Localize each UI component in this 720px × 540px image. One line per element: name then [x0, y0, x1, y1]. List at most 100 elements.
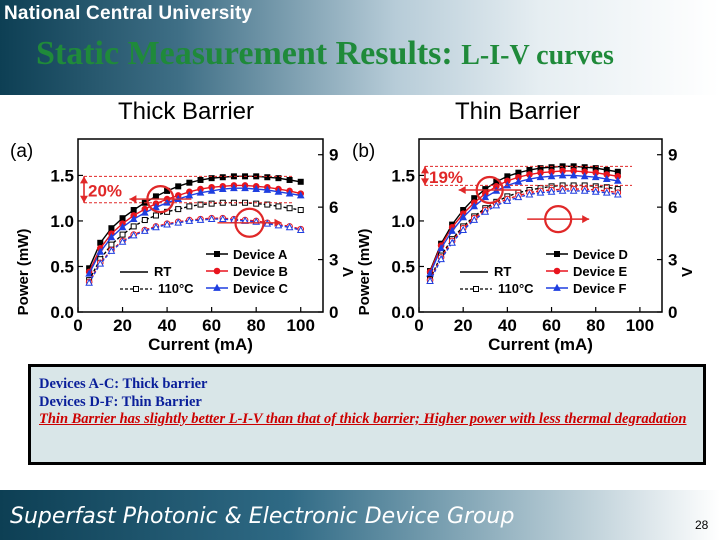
- data-point: [481, 193, 490, 201]
- header-band: [0, 0, 720, 95]
- legend: Device A Device B Device C RT 110°C: [120, 247, 289, 296]
- note-line-2: Devices D-F: Thin Barrier: [39, 393, 202, 410]
- data-point: [547, 187, 556, 195]
- legend-label: Device B: [233, 264, 288, 279]
- data-point: [241, 183, 249, 192]
- data-point: [275, 175, 282, 182]
- x-axis-title: Current (mA): [488, 335, 593, 354]
- y2-tick-label: 0: [668, 303, 677, 322]
- arrow-head-down: [80, 195, 88, 203]
- data-point: [481, 207, 490, 215]
- group-name: Superfast Photonic & Electronic Device G…: [10, 504, 515, 529]
- legend-marker: [553, 267, 561, 275]
- slide-title: Static Measurement Results: L-I-V curves: [36, 35, 614, 73]
- data-point: [129, 214, 138, 223]
- data-point: [470, 215, 479, 223]
- data-point: [186, 179, 193, 186]
- highlight-arrow-head: [458, 185, 466, 194]
- note-line-3: Thin Barrier has slightly better L-I-V t…: [39, 411, 687, 427]
- data-point: [197, 201, 204, 208]
- series-device-f-rt: [426, 171, 622, 277]
- data-point: [85, 269, 93, 277]
- thin-barrier-heading: Thin Barrier: [455, 98, 581, 125]
- arrow-head-down: [421, 178, 429, 186]
- legend-temp-marker: [473, 286, 479, 292]
- data-point: [174, 218, 183, 226]
- data-point: [263, 185, 272, 193]
- y2-axis-title: V: [340, 267, 357, 277]
- x-tick-label: 0: [73, 316, 82, 335]
- data-point: [230, 183, 238, 192]
- data-point: [219, 174, 226, 181]
- y-axis-title: Power (mW): [15, 229, 32, 316]
- y-tick-label: 1.0: [50, 212, 74, 231]
- data-point: [470, 202, 479, 210]
- legend-marker: [553, 283, 561, 291]
- data-point: [208, 175, 215, 182]
- data-point: [264, 174, 271, 181]
- data-point: [107, 246, 116, 254]
- data-point: [119, 231, 126, 238]
- data-point: [602, 188, 611, 196]
- data-point: [426, 269, 434, 277]
- data-point: [285, 189, 294, 197]
- data-point: [186, 203, 193, 210]
- x-tick-label: 80: [247, 316, 266, 335]
- data-point: [207, 186, 216, 194]
- data-point: [96, 259, 105, 267]
- x-tick-label: 0: [414, 316, 423, 335]
- data-point: [297, 207, 304, 214]
- arrow-head-up: [80, 176, 88, 184]
- university-name: National Central University: [4, 3, 253, 24]
- y-tick-label: 1.5: [391, 166, 415, 185]
- data-point: [547, 172, 556, 180]
- y-tick-label: 0.0: [391, 303, 415, 322]
- x-axis-title: Current (mA): [148, 335, 253, 354]
- data-point: [108, 225, 115, 232]
- data-point: [130, 207, 137, 214]
- data-point: [108, 241, 115, 248]
- highlight-arrow-head: [274, 218, 282, 227]
- data-point: [613, 190, 622, 198]
- data-point: [152, 203, 160, 211]
- degradation-annotation: 20%: [80, 175, 293, 238]
- y-tick-label: 0.5: [391, 257, 415, 276]
- title-main: Static Measurement Results:: [36, 35, 462, 72]
- data-point: [437, 244, 445, 252]
- y-axis-title: Power (mW): [356, 229, 373, 316]
- page-number: 28: [695, 518, 709, 532]
- data-point: [140, 226, 149, 234]
- data-point: [252, 184, 261, 192]
- note-line-1: Devices A-C: Thick barrier: [39, 376, 208, 392]
- data-point: [175, 206, 182, 213]
- data-point: [569, 171, 578, 179]
- y-tick-label: 1.5: [50, 166, 74, 185]
- data-point: [580, 172, 589, 180]
- data-point: [185, 216, 194, 224]
- data-point: [152, 212, 159, 219]
- x-tick-label: 100: [626, 316, 654, 335]
- y2-tick-label: 0: [329, 303, 338, 322]
- panel-label: (b): [352, 141, 375, 162]
- series-device-f-110c: [426, 186, 622, 284]
- y2-tick-label: 3: [329, 251, 338, 270]
- thick-barrier-heading: Thick Barrier: [118, 98, 255, 125]
- data-point: [525, 174, 534, 182]
- x-tick-label: 80: [586, 316, 605, 335]
- series-line: [429, 190, 618, 282]
- y-tick-label: 0.0: [50, 303, 74, 322]
- data-point: [196, 188, 205, 196]
- legend-temp-rt: RT: [494, 264, 511, 279]
- x-tick-label: 60: [542, 316, 561, 335]
- chart-panel-a: 0 20 40 60 80 100 0.0 0.5 1.0 1.5 0 3 6 9 Current (mA)…: [10, 138, 357, 354]
- degradation-annotation: 19%: [421, 165, 632, 234]
- data-point: [459, 213, 468, 221]
- data-point: [130, 223, 137, 230]
- data-point: [141, 217, 148, 224]
- legend-label: Device C: [233, 281, 289, 296]
- data-point: [514, 177, 523, 185]
- data-point: [297, 178, 304, 185]
- data-point: [119, 215, 126, 222]
